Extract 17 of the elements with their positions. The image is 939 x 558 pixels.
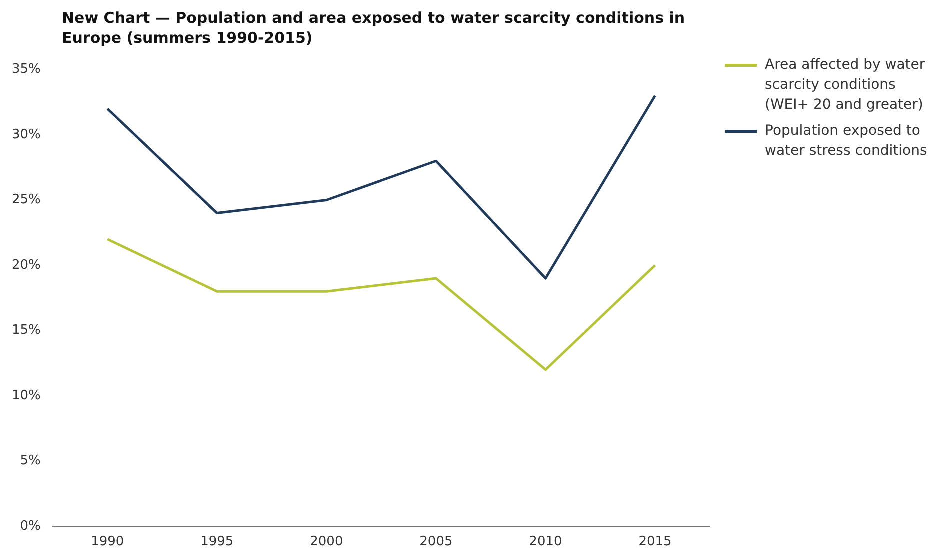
y-tick-label: 10% (12, 388, 41, 404)
x-tick-label: 1990 (91, 534, 124, 550)
x-tick-label: 2010 (529, 534, 562, 550)
y-tick-label: 15% (12, 323, 41, 338)
y-tick-label: 0% (20, 518, 41, 534)
chart-title: New Chart — Population and area exposed to water scarcity conditions in Europe (summers 1990-2015) (62, 8, 686, 48)
legend-label: Population exposed to water stress conditions (765, 122, 928, 161)
y-tick-label: 20% (12, 258, 41, 273)
y-tick-label: 35% (12, 62, 41, 78)
x-tick-label: 2005 (420, 534, 453, 550)
y-tick-label: 30% (12, 127, 41, 142)
x-tick-label: 1995 (200, 534, 234, 550)
y-tick-label: 25% (12, 192, 41, 208)
x-tick-label: 2000 (310, 534, 344, 550)
legend-label: Area affected by water scarcity conditions (WEI+ 20 and greater) (765, 56, 926, 115)
x-tick-label: 2015 (638, 534, 672, 550)
y-tick-label: 5% (20, 454, 41, 469)
